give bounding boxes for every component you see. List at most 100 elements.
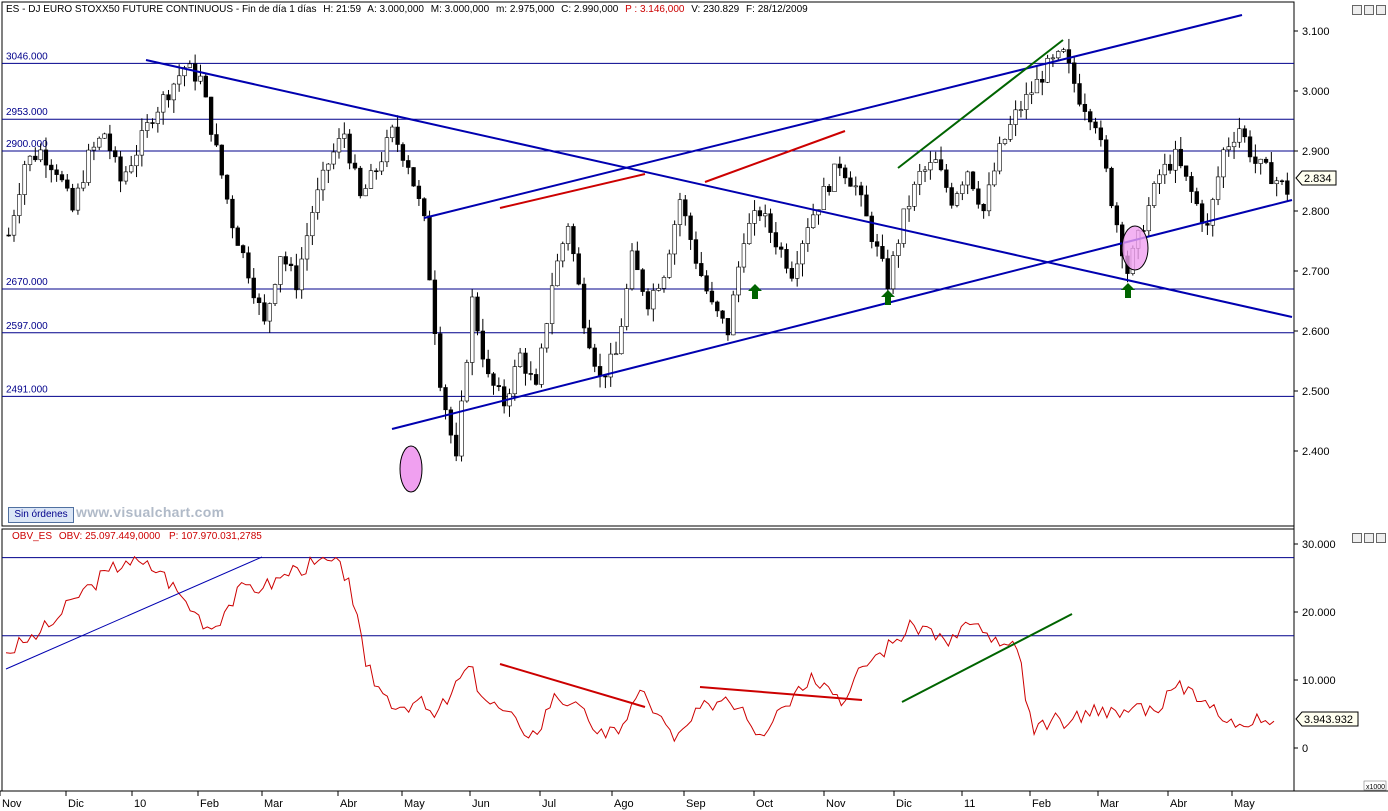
candle-body: [176, 75, 182, 85]
candle-body: [885, 258, 890, 290]
candle-body: [832, 163, 837, 192]
candle-body: [470, 296, 475, 363]
price-y-tick-label: 2.500: [1302, 386, 1330, 398]
candle-body: [256, 297, 262, 304]
price-tag-box: [1295, 170, 1337, 186]
candle-body: [1077, 83, 1082, 105]
candle-body: [294, 265, 299, 291]
candle-body: [1162, 163, 1167, 176]
candle-body: [1205, 223, 1210, 226]
x-tick-label: Dic: [68, 798, 84, 810]
candle-body: [390, 126, 395, 138]
candle-body: [613, 353, 619, 356]
candle-body: [581, 283, 587, 329]
minimize-icon[interactable]: [1352, 5, 1362, 15]
candle-body: [864, 194, 869, 217]
candle-body: [997, 143, 1002, 172]
maximize-icon[interactable]: [1364, 5, 1374, 15]
candle-body: [1109, 167, 1114, 207]
candle-body: [1226, 146, 1231, 151]
obv-minimize-icon[interactable]: [1352, 533, 1362, 543]
sin-ordenes-button[interactable]: Sin órdenes: [8, 507, 74, 523]
candle-body: [352, 162, 358, 169]
candle-body: [1151, 183, 1157, 206]
candle-body: [432, 279, 438, 335]
candle-body: [267, 303, 272, 322]
candle-body: [1024, 94, 1029, 110]
candle-body: [880, 246, 885, 259]
header-v: V: 230.829: [691, 4, 739, 15]
candle-body: [139, 130, 145, 156]
candle-body: [592, 347, 597, 367]
header-symbol: ES - DJ EURO STOXX50 FUTURE CONTINUOUS -…: [6, 4, 316, 15]
arrow-up-icon-dic: [881, 290, 895, 305]
candle-body: [150, 122, 155, 124]
candle-body: [938, 159, 944, 171]
header-f: F: 28/12/2009: [746, 4, 808, 15]
obv-trendlines: [5, 556, 1073, 708]
candle-body: [86, 149, 91, 183]
candle-body: [310, 212, 315, 237]
candle-body: [736, 266, 741, 296]
candle-body: [890, 255, 896, 290]
candle-body: [501, 386, 507, 407]
candle-body: [523, 352, 528, 374]
obv-header-p: P: 107.970.031,2785: [169, 531, 262, 542]
candle-body: [171, 83, 176, 101]
price-header: ES - DJ EURO STOXX50 FUTURE CONTINUOUS -…: [6, 4, 808, 15]
candle-body: [699, 263, 704, 277]
candle-body: [251, 277, 256, 299]
obv-tag-label: 3.943.932: [1304, 714, 1353, 726]
candle-body: [517, 352, 523, 367]
candle-body: [358, 167, 363, 197]
candle-body: [810, 214, 816, 228]
candle-body: [1210, 199, 1215, 226]
candle-body: [192, 63, 198, 82]
header-h: H: 21:59: [323, 4, 361, 15]
candle-body: [1242, 128, 1247, 138]
candle-body: [1237, 128, 1242, 143]
candle-body: [1056, 51, 1061, 59]
candle-body: [118, 156, 123, 182]
candle-body: [1178, 148, 1183, 167]
candle-body: [1008, 124, 1013, 140]
candle-body: [960, 184, 965, 194]
x-tick-label: Jul: [542, 798, 556, 810]
candle-body: [54, 169, 59, 175]
candle-body: [709, 290, 715, 303]
candle-body: [27, 155, 33, 165]
candle-body: [70, 187, 75, 211]
price-tag: 2.834: [1295, 170, 1337, 186]
obv-tag: 3.943.932: [1295, 711, 1359, 727]
candle-body: [928, 162, 933, 171]
obv-levels: [2, 557, 1294, 637]
candle-body: [800, 243, 805, 265]
candle-body: [549, 285, 555, 324]
candle-body: [640, 269, 645, 292]
price-tag-label: 2.834: [1304, 173, 1332, 185]
candle-body: [1061, 49, 1066, 52]
candle-body: [901, 208, 906, 244]
trendline-blue-upper: [423, 14, 1243, 219]
candle-body: [11, 215, 17, 236]
obv-trendline-red-2: [699, 686, 863, 701]
x-tick-label: Mar: [264, 798, 283, 810]
scale-factor-box: [1363, 780, 1387, 791]
price-y-ticks: 3.100 3.000 2.900 2.800 2.700 2.600 2.500 2.400: [1294, 26, 1330, 458]
obv-close-icon[interactable]: [1376, 533, 1386, 543]
candle-body: [219, 144, 224, 176]
candle-body: [992, 170, 997, 186]
candle-body: [1045, 57, 1050, 83]
candle-body: [134, 154, 139, 167]
obv-maximize-icon[interactable]: [1364, 533, 1374, 543]
candle-body: [752, 210, 757, 224]
candle-body: [161, 94, 166, 113]
candle-body: [906, 206, 912, 210]
close-icon[interactable]: [1376, 5, 1386, 15]
candle-body: [821, 186, 826, 210]
candle-body: [565, 226, 571, 244]
candle-body: [789, 268, 795, 279]
candle-body: [33, 155, 38, 161]
watermark: www.visualchart.com: [76, 504, 225, 520]
candle-body: [1082, 103, 1088, 112]
